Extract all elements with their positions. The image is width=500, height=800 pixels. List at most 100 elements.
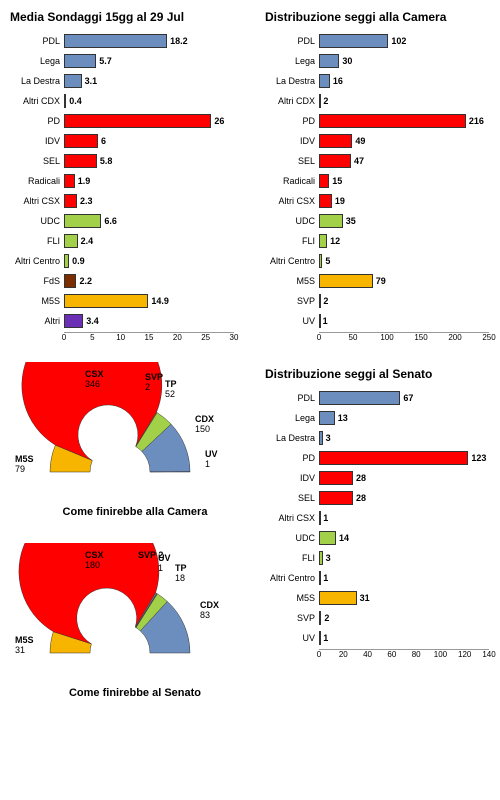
bar-label: IDV	[265, 136, 319, 146]
bar-label: PDL	[265, 393, 319, 403]
bar-fill	[64, 194, 77, 208]
semi-label: SVP	[145, 372, 163, 382]
bar-fill	[319, 531, 336, 545]
bar-value: 35	[343, 214, 356, 228]
camera-title: Distribuzione seggi alla Camera	[265, 10, 500, 24]
semi-label: M5S	[15, 454, 34, 464]
bar-row: FLI 3	[265, 549, 500, 567]
bar-row: Lega 30	[265, 52, 500, 70]
bar-row: SVP 2	[265, 609, 500, 627]
bar-value: 2.2	[76, 274, 92, 288]
semi-label: CSX	[85, 369, 104, 379]
semi-label: M5S	[15, 635, 34, 645]
bar-fill	[64, 134, 98, 148]
bar-fill	[64, 214, 101, 228]
bar-label: FLI	[265, 553, 319, 563]
bar-label: UDC	[265, 216, 319, 226]
bar-fill	[64, 294, 148, 308]
bar-label: FLI	[265, 236, 319, 246]
bar-row: SVP 2	[265, 292, 500, 310]
bar-fill	[319, 451, 468, 465]
semi-value: 83	[200, 610, 210, 620]
bar-label: UV	[265, 633, 319, 643]
bar-row: Altri 3.4	[10, 312, 260, 330]
bar-value: 79	[373, 274, 386, 288]
bar-value: 14.9	[148, 294, 169, 308]
bar-label: Altri CDX	[265, 96, 319, 106]
bar-row: Altri CSX 1	[265, 509, 500, 527]
bar-row: UV 1	[265, 629, 500, 647]
bar-value: 2	[321, 611, 329, 625]
bar-value: 28	[353, 491, 366, 505]
bar-row: PD 123	[265, 449, 500, 467]
bar-row: M5S 14.9	[10, 292, 260, 310]
bar-fill	[319, 491, 353, 505]
bar-row: Altri CSX 2.3	[10, 192, 260, 210]
bar-label: PD	[265, 116, 319, 126]
bar-row: Lega 5.7	[10, 52, 260, 70]
bar-label: SEL	[10, 156, 64, 166]
bar-fill	[319, 114, 466, 128]
bar-label: SVP	[265, 296, 319, 306]
bar-label: Lega	[10, 56, 64, 66]
bar-row: IDV 49	[265, 132, 500, 150]
bar-value: 13	[335, 411, 348, 425]
bar-row: Altri CDX 2	[265, 92, 500, 110]
bar-value: 123	[468, 451, 486, 465]
bar-fill	[64, 274, 76, 288]
semi-label: CDX	[200, 600, 219, 610]
bar-row: M5S 31	[265, 589, 500, 607]
bar-value: 3	[323, 551, 331, 565]
bar-fill	[319, 411, 335, 425]
bar-label: Altri Centro	[10, 256, 64, 266]
bar-label: FdS	[10, 276, 64, 286]
bar-value: 3	[323, 431, 331, 445]
bar-value: 2.4	[78, 234, 94, 248]
bar-value: 67	[400, 391, 413, 405]
semi-value: 346	[85, 379, 100, 389]
bar-label: La Destra	[10, 76, 64, 86]
semi-value: 52	[165, 389, 175, 399]
bar-fill	[319, 471, 353, 485]
bar-label: M5S	[265, 276, 319, 286]
bar-row: UDC 35	[265, 212, 500, 230]
bar-row: UDC 14	[265, 529, 500, 547]
bar-value: 3.4	[83, 314, 99, 328]
bar-row: FLI 12	[265, 232, 500, 250]
bar-row: Altri Centro 0.9	[10, 252, 260, 270]
bar-value: 1	[320, 631, 328, 645]
bar-label: PDL	[10, 36, 64, 46]
senato-title: Distribuzione seggi al Senato	[265, 367, 500, 381]
bar-label: Altri	[10, 316, 64, 326]
semi-label: UV	[205, 449, 218, 459]
bar-fill	[64, 74, 82, 88]
senato-chart: Distribuzione seggi al Senato PDL 67 Leg…	[265, 352, 500, 699]
semi-value: 18	[175, 573, 185, 583]
bar-fill	[319, 391, 400, 405]
bar-label: Altri Centro	[265, 573, 319, 583]
bar-value: 2	[320, 294, 328, 308]
bar-value: 5	[322, 254, 330, 268]
bar-label: Altri CDX	[10, 96, 64, 106]
semi-label: CDX	[195, 414, 214, 424]
bar-value: 0.9	[69, 254, 85, 268]
bar-fill	[319, 214, 343, 228]
bar-label: PD	[265, 453, 319, 463]
bar-value: 12	[327, 234, 340, 248]
bar-fill	[64, 34, 167, 48]
bar-value: 19	[332, 194, 345, 208]
bar-value: 1	[320, 314, 328, 328]
semi-label: TP	[175, 563, 187, 573]
bar-value: 49	[352, 134, 365, 148]
bar-fill	[319, 591, 357, 605]
bar-row: IDV 6	[10, 132, 260, 150]
bar-row: M5S 79	[265, 272, 500, 290]
bar-value: 1.9	[75, 174, 91, 188]
bar-label: SEL	[265, 156, 319, 166]
bar-value: 1	[320, 511, 328, 525]
bar-value: 2.3	[77, 194, 93, 208]
bar-value: 6	[98, 134, 106, 148]
bar-row: SEL 47	[265, 152, 500, 170]
bar-row: SEL 5.8	[10, 152, 260, 170]
bar-row: FdS 2.2	[10, 272, 260, 290]
